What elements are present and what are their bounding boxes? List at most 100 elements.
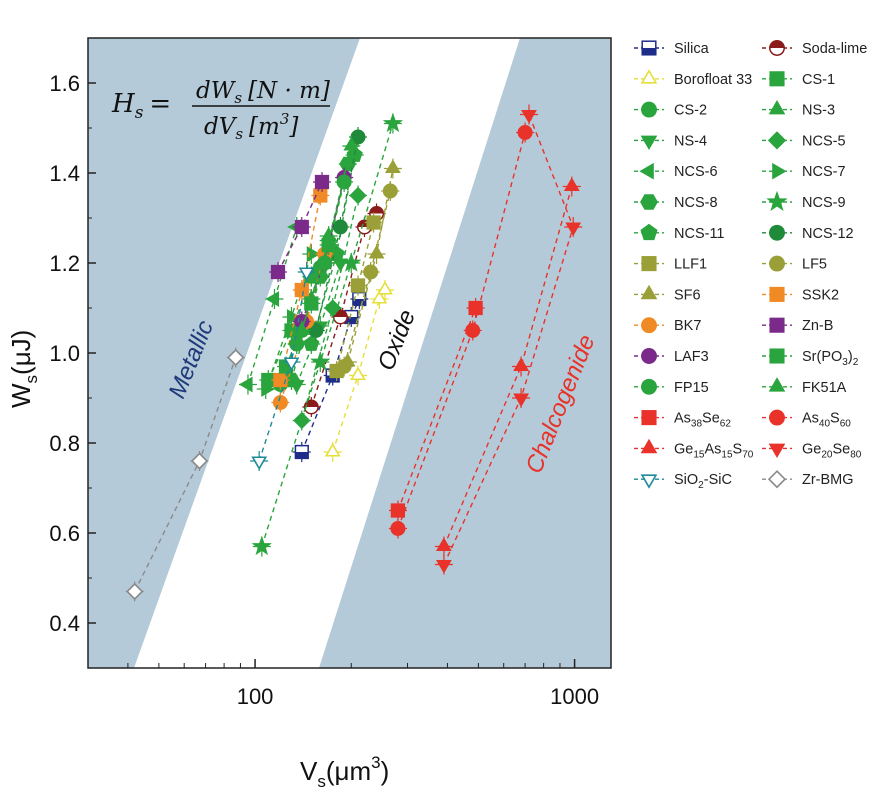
- series-24: [388, 298, 485, 521]
- formula-denominator-sub: s: [235, 125, 243, 143]
- legend-marker: [640, 223, 658, 241]
- data-point: [521, 109, 537, 124]
- x-axis-title-sub: s: [317, 772, 326, 791]
- legend-label: Ge20Se80: [802, 441, 862, 460]
- formula-denominator-sup: 3: [280, 110, 290, 128]
- data-point: [294, 444, 309, 460]
- series-line: [397, 307, 477, 511]
- legend-marker: [766, 190, 788, 212]
- legend-label: SF6: [674, 287, 701, 303]
- region-oxide-band: [134, 38, 520, 668]
- legend-marker: [641, 410, 657, 426]
- x-axis-title-base: V: [300, 756, 318, 786]
- legend-item: NCS-8: [634, 194, 718, 211]
- legend-label: Ge15As15S70: [674, 441, 754, 460]
- legend-label: FK51A: [802, 380, 847, 396]
- legend-marker: [640, 135, 658, 150]
- data-point: [371, 289, 388, 304]
- series-line: [247, 226, 298, 385]
- legend-label: Soda-lime: [802, 41, 867, 57]
- data-point: [324, 442, 341, 457]
- data-point: [513, 357, 529, 372]
- svg-text:dWs[N · m]: dWs [N · m]: [196, 78, 330, 107]
- legend-item: FP15: [634, 378, 709, 396]
- svg-text:Hs=: Hs =: [111, 89, 171, 123]
- legend-item: FK51A: [762, 377, 847, 396]
- legend-item: LAF3: [634, 348, 709, 365]
- series-27: [434, 104, 583, 575]
- legend-item: As38Se62: [634, 410, 731, 430]
- legend-marker: [769, 224, 785, 241]
- legend-marker: [640, 69, 658, 84]
- legend-label: LLF1: [674, 257, 707, 273]
- svg-text:dVs[m3]: dVs [m3]: [204, 110, 298, 143]
- data-point: [465, 323, 481, 338]
- data-point: [341, 252, 362, 272]
- data-point: [261, 381, 275, 397]
- data-point: [251, 456, 268, 471]
- legend-item: SSK2: [762, 286, 839, 303]
- legend-marker: [641, 101, 657, 118]
- data-point: [270, 264, 286, 280]
- legend-item: NCS-7: [762, 162, 846, 180]
- legend-marker: [641, 348, 657, 364]
- legend-marker: [769, 71, 785, 87]
- series-line: [290, 163, 349, 381]
- series-25: [388, 122, 535, 539]
- legend-item: Ge20Se80: [762, 441, 862, 460]
- legend-item: LF5: [762, 255, 827, 273]
- series-line: [258, 271, 308, 462]
- legend-marker: [772, 162, 787, 180]
- formula-denominator: dV: [204, 114, 238, 140]
- data-point: [382, 112, 404, 133]
- legend-marker: [641, 256, 657, 272]
- legend-label: FP15: [674, 380, 709, 396]
- legend-label: As38Se62: [674, 411, 731, 430]
- legend-marker: [768, 377, 786, 392]
- legend-label: NCS-12: [802, 226, 854, 242]
- x-axis-title-sup: 3: [371, 753, 380, 772]
- formula-lhs: H: [111, 89, 136, 119]
- series-line: [301, 195, 359, 421]
- legend-label: NCS-9: [802, 195, 846, 211]
- y-tick-label: 0.8: [49, 431, 80, 456]
- y-tick-label: 1.4: [49, 161, 80, 186]
- series-29: [125, 347, 245, 602]
- legend-marker: [767, 470, 787, 489]
- series-23: [292, 136, 361, 341]
- series-line: [261, 123, 394, 547]
- legend-marker: [769, 317, 785, 333]
- legend-item: BK7: [634, 317, 701, 334]
- data-point: [306, 246, 321, 262]
- series-line: [301, 298, 360, 453]
- y-tick-label: 1.2: [49, 251, 80, 276]
- data-point: [513, 393, 529, 408]
- data-point: [368, 244, 385, 259]
- legend-label: Sr(PO3)2: [802, 349, 859, 368]
- legend-item: Ge15As15S70: [634, 438, 754, 460]
- data-point: [304, 296, 319, 311]
- legend-label: LF5: [802, 257, 827, 273]
- legend-item: NCS-5: [762, 131, 846, 150]
- data-point: [350, 366, 366, 381]
- x-tick-label: 1000: [550, 684, 599, 709]
- data-point: [565, 222, 582, 237]
- series-28: [250, 262, 316, 471]
- data-point: [126, 582, 144, 601]
- data-point: [517, 125, 533, 140]
- y-tick-label: 1.0: [49, 341, 80, 366]
- series-2: [323, 280, 394, 462]
- legend-label: NS-4: [674, 133, 707, 149]
- data-point: [390, 503, 406, 518]
- legend-item: Borofloat 33: [634, 69, 752, 88]
- series-19: [269, 172, 332, 282]
- legend-item: Zn-B: [762, 317, 833, 334]
- data-point: [332, 219, 348, 235]
- data-point: [273, 372, 288, 388]
- data-point: [563, 177, 580, 192]
- x-axis-title-close: ): [381, 756, 390, 786]
- y-tick-label: 0.4: [49, 611, 80, 636]
- legend-label: LAF3: [674, 349, 709, 365]
- data-point: [190, 452, 209, 470]
